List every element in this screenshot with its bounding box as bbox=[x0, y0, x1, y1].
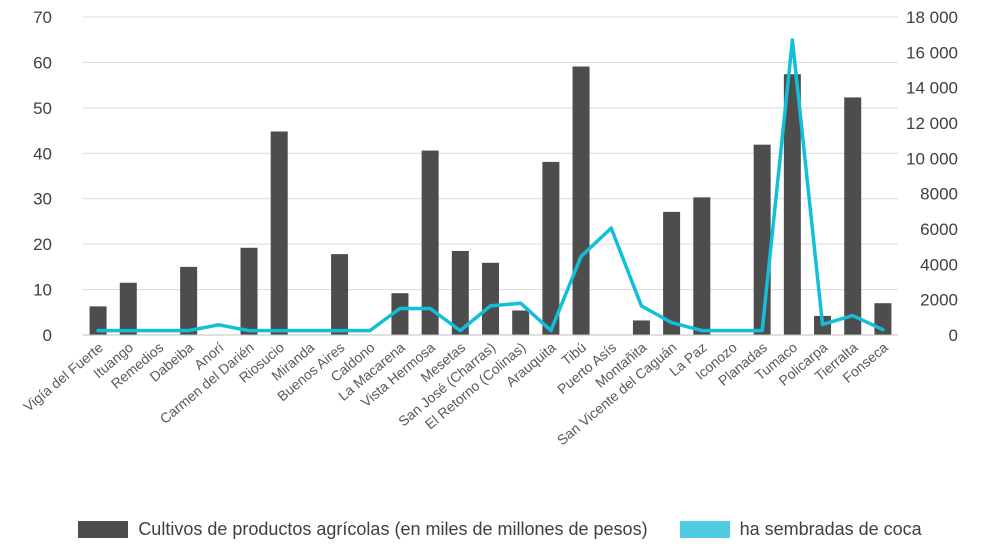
bar bbox=[512, 310, 530, 335]
legend-label-bars: Cultivos de productos agrícolas (en mile… bbox=[138, 518, 648, 539]
bar bbox=[180, 266, 198, 335]
bar bbox=[391, 293, 409, 335]
bar bbox=[844, 97, 862, 335]
bar bbox=[663, 211, 681, 335]
line-point bbox=[458, 328, 462, 333]
bar bbox=[753, 144, 771, 335]
line-series bbox=[96, 38, 885, 333]
line-point bbox=[519, 301, 523, 305]
line-point bbox=[730, 328, 734, 333]
legend: Cultivos de productos agrícolas (en mile… bbox=[0, 515, 1000, 543]
y-right-tick-label: 10 000 bbox=[906, 149, 958, 168]
category-labels: Vigía del FuerteItuangoRemediosDabeibaAn… bbox=[20, 339, 891, 448]
line-point bbox=[217, 323, 221, 327]
y-left-tick-label: 70 bbox=[33, 8, 52, 27]
y-right-tick-label: 16 000 bbox=[906, 43, 958, 62]
line-point bbox=[277, 328, 281, 333]
line-point bbox=[96, 328, 100, 333]
y-right-tick-label: 12 000 bbox=[906, 114, 958, 133]
legend-label-line: ha sembradas de coca bbox=[739, 518, 922, 539]
line-point bbox=[187, 328, 191, 333]
line-point bbox=[337, 328, 342, 333]
line-point bbox=[609, 226, 613, 230]
line-point bbox=[670, 321, 674, 325]
bar bbox=[89, 306, 107, 335]
line-point bbox=[820, 322, 825, 326]
bar bbox=[331, 254, 349, 335]
line-point bbox=[307, 328, 311, 333]
y-left-tick-label: 0 bbox=[43, 326, 52, 345]
y-right-tick-label: 18 000 bbox=[906, 8, 958, 27]
bar bbox=[542, 161, 560, 335]
y-left-tick-label: 50 bbox=[33, 99, 52, 118]
y-right-tick-label: 14 000 bbox=[906, 79, 958, 98]
line-point bbox=[156, 328, 161, 333]
bar bbox=[783, 74, 801, 336]
bar bbox=[240, 247, 258, 335]
line-point bbox=[579, 254, 583, 258]
line-point bbox=[881, 328, 885, 332]
line-point bbox=[488, 304, 493, 308]
line-point bbox=[247, 328, 251, 333]
bar bbox=[421, 150, 439, 335]
bar bbox=[693, 197, 711, 335]
y-right-tick-label: 0 bbox=[949, 326, 958, 345]
bar bbox=[119, 282, 137, 335]
legend-item-bars: Cultivos de productos agrícolas (en mile… bbox=[78, 518, 648, 540]
line-point bbox=[368, 328, 372, 333]
y-left-tick-label: 30 bbox=[33, 190, 52, 209]
axes: 0 10 20 30 40 50 60 70 0 2000 4000 6000 8000 10 000 12… bbox=[33, 8, 958, 345]
bar bbox=[482, 262, 499, 335]
line-point bbox=[549, 328, 553, 333]
line-point bbox=[790, 38, 794, 42]
gridlines bbox=[83, 16, 898, 291]
line-point bbox=[700, 328, 704, 333]
line-point bbox=[398, 306, 402, 311]
x-tick-label: Vigía del Fuerte bbox=[20, 339, 106, 415]
legend-swatch-line bbox=[679, 520, 730, 538]
y-left-tick-label: 20 bbox=[33, 235, 52, 254]
bar bbox=[572, 66, 590, 335]
y-right-tick-label: 6000 bbox=[920, 220, 958, 239]
bar bbox=[270, 131, 288, 335]
y-left-tick-label: 40 bbox=[33, 144, 52, 163]
line-point bbox=[428, 306, 432, 311]
line-point bbox=[760, 328, 764, 333]
y-right-tick-label: 8000 bbox=[920, 185, 958, 204]
bar bbox=[632, 320, 650, 335]
bar-series bbox=[89, 66, 892, 336]
y-right-tick-label: 2000 bbox=[920, 291, 958, 310]
line-point bbox=[851, 313, 855, 318]
y-left-tick-label: 10 bbox=[33, 281, 52, 300]
y-right-tick-label: 4000 bbox=[920, 255, 958, 274]
legend-swatch-bars bbox=[78, 520, 129, 538]
legend-item-line: ha sembradas de coca bbox=[679, 518, 922, 540]
line-point bbox=[126, 328, 130, 333]
bar bbox=[451, 250, 469, 335]
line-point bbox=[639, 304, 644, 308]
combo-chart: 0 10 20 30 40 50 60 70 0 2000 4000 6000 8000 10 000 12… bbox=[20, 8, 958, 448]
y-left-tick-label: 60 bbox=[33, 53, 52, 72]
